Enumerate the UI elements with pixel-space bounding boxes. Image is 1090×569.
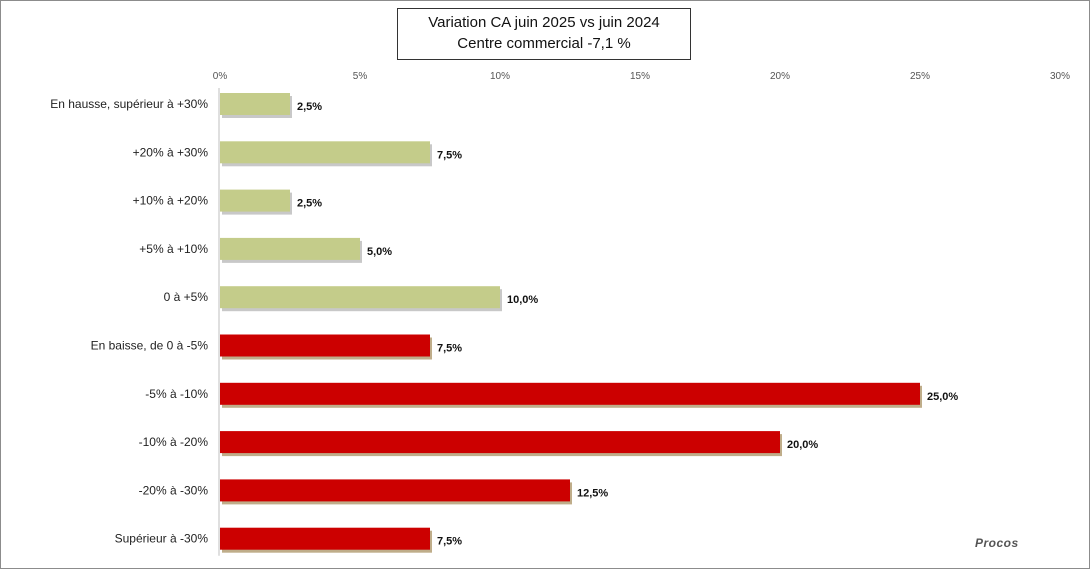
category-label: En baisse, de 0 à -5% xyxy=(91,339,209,353)
category-label: -5% à -10% xyxy=(145,387,208,401)
bar xyxy=(220,431,780,454)
bar xyxy=(220,189,290,212)
bar xyxy=(220,382,920,405)
category-label: Supérieur à -30% xyxy=(115,532,209,546)
bar xyxy=(220,141,430,164)
x-tick-label: 30% xyxy=(1050,71,1070,82)
x-tick-label: 10% xyxy=(490,71,510,82)
category-label: -20% à -30% xyxy=(139,483,209,497)
data-label: 20,0% xyxy=(787,439,818,451)
data-label: 25,0% xyxy=(927,391,958,403)
x-tick-label: 15% xyxy=(630,71,650,82)
bar xyxy=(220,527,430,550)
chart-title-box: Variation CA juin 2025 vs juin 2024 Cent… xyxy=(397,8,691,60)
chart-title: Variation CA juin 2025 vs juin 2024 xyxy=(428,14,660,31)
bar xyxy=(220,237,360,260)
x-tick-label: 20% xyxy=(770,71,790,82)
bar xyxy=(220,334,430,357)
data-label: 2,5% xyxy=(297,198,322,210)
data-label: 2,5% xyxy=(297,101,322,113)
data-label: 7,5% xyxy=(437,536,462,548)
category-label: +10% à +20% xyxy=(133,194,209,208)
category-label: -10% à -20% xyxy=(139,435,209,449)
category-label: +20% à +30% xyxy=(133,145,209,159)
x-tick-label: 25% xyxy=(910,71,930,82)
category-label: En hausse, supérieur à +30% xyxy=(50,97,208,111)
data-label: 10,0% xyxy=(507,294,538,306)
data-label: 5,0% xyxy=(367,246,392,258)
data-label: 7,5% xyxy=(437,343,462,355)
bar xyxy=(220,286,500,309)
bar xyxy=(220,479,570,502)
watermark-logo: Procos xyxy=(975,536,1019,550)
x-tick-label: 0% xyxy=(213,71,228,82)
category-label: 0 à +5% xyxy=(164,290,209,304)
bar xyxy=(220,93,290,115)
data-label: 7,5% xyxy=(437,149,462,161)
chart-subtitle: Centre commercial -7,1 % xyxy=(457,35,631,52)
x-tick-label: 5% xyxy=(353,71,368,82)
data-label: 12,5% xyxy=(577,487,608,499)
category-label: +5% à +10% xyxy=(139,242,208,256)
